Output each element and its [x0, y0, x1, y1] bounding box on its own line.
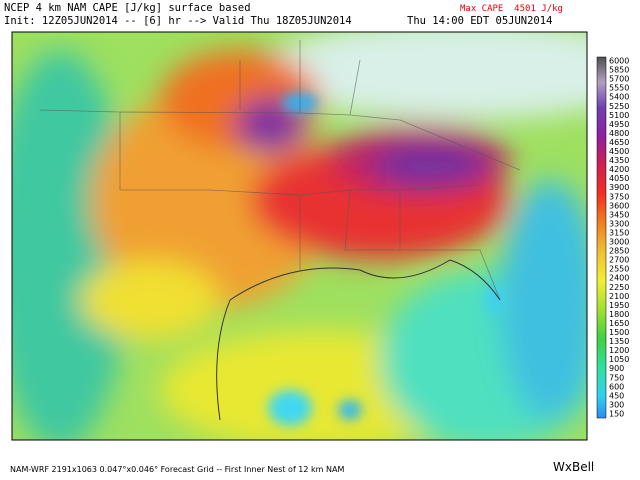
- colorbar-label: 600: [609, 382, 624, 391]
- colorbar-label: 1500: [609, 328, 629, 337]
- colorbar: [596, 56, 607, 419]
- colorbar-label: 6000: [609, 57, 629, 66]
- colorbar-label: 2700: [609, 256, 629, 265]
- colorbar-label: 5250: [609, 102, 629, 111]
- colorbar-label: 5400: [609, 93, 629, 102]
- colorbar-label: 300: [609, 400, 624, 409]
- colorbar-label: 1350: [609, 337, 629, 346]
- colorbar-label: 450: [609, 391, 624, 400]
- logo: WxBell: [553, 460, 595, 474]
- valid-local: Thu 14:00 EDT 05JUN2014: [407, 15, 553, 27]
- colorbar-label: 4800: [609, 129, 629, 138]
- colorbar-label: 3900: [609, 183, 629, 192]
- colorbar-label: 4200: [609, 165, 629, 174]
- colorbar-label: 900: [609, 364, 624, 373]
- colorbar-label: 1950: [609, 301, 629, 310]
- colorbar-label: 5850: [609, 66, 629, 75]
- colorbar-label: 3450: [609, 210, 629, 219]
- colorbar-label: 1200: [609, 346, 629, 355]
- colorbar-label: 3750: [609, 192, 629, 201]
- colorbar-label: 750: [609, 373, 624, 382]
- colorbar-label: 4050: [609, 174, 629, 183]
- colorbar-label: 2250: [609, 283, 629, 292]
- colorbar-label: 2850: [609, 247, 629, 256]
- colorbar-label: 4500: [609, 147, 629, 156]
- colorbar-label: 3000: [609, 238, 629, 247]
- colorbar-label: 4650: [609, 138, 629, 147]
- colorbar-label: 1650: [609, 319, 629, 328]
- title: NCEP 4 km NAM CAPE [J/kg] surface based: [4, 2, 251, 14]
- colorbar-label: 3150: [609, 228, 629, 237]
- cape-field: [12, 32, 587, 440]
- colorbar-label: 150: [609, 410, 624, 419]
- max-cape: Max CAPE 4501 J/kg: [460, 4, 563, 14]
- init-line: Init: 12Z05JUN2014 -- [6] hr --> Valid T…: [4, 15, 352, 27]
- colorbar-label: 5100: [609, 111, 629, 120]
- colorbar-label: 2400: [609, 274, 629, 283]
- footer-grid: NAM-WRF 2191x1063 0.047°x0.046° Forecast…: [10, 465, 345, 474]
- colorbar-label: 2550: [609, 265, 629, 274]
- colorbar-label: 5700: [609, 75, 629, 84]
- colorbar-label: 4950: [609, 120, 629, 129]
- colorbar-label: 1800: [609, 310, 629, 319]
- colorbar-label: 3300: [609, 219, 629, 228]
- colorbar-label: 5550: [609, 84, 629, 93]
- colorbar-label: 4350: [609, 156, 629, 165]
- colorbar-label: 3600: [609, 201, 629, 210]
- colorbar-label: 2100: [609, 292, 629, 301]
- colorbar-label: 1050: [609, 355, 629, 364]
